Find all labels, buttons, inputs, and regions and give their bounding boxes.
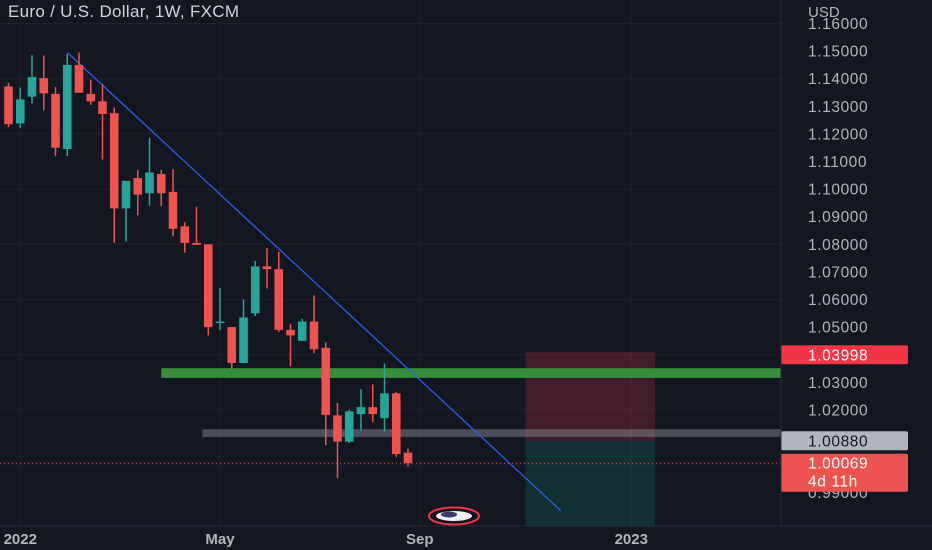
- candle-body: [192, 242, 201, 245]
- candle-body: [27, 77, 37, 97]
- candle-body: [62, 64, 72, 150]
- countdown-text: 4d 11h: [808, 474, 858, 491]
- time-tick: May: [205, 531, 235, 548]
- candle-body: [156, 173, 166, 194]
- candle-body: [368, 407, 378, 415]
- price-tick: 1.16000: [808, 16, 868, 33]
- candle-body: [39, 78, 49, 94]
- candle-body: [4, 86, 13, 125]
- candle-body: [227, 327, 237, 363]
- candle-body: [203, 244, 213, 328]
- chart-title: Euro / U.S. Dollar, 1W, FXCM: [8, 2, 240, 21]
- candle-body: [145, 172, 154, 194]
- candle-body: [309, 321, 319, 350]
- candle-body: [250, 266, 260, 314]
- drawings-layer: [66, 52, 781, 535]
- overlay-layer: [0, 462, 781, 526]
- price-tick: 1.02000: [808, 402, 868, 419]
- candle-body: [391, 393, 401, 455]
- us-flag-canton: [441, 511, 457, 518]
- candle-body: [168, 191, 178, 229]
- trendline: [66, 52, 562, 512]
- price-tick: 1.10000: [808, 182, 868, 199]
- price-tick: 1.05000: [808, 320, 868, 337]
- price-label-text: 1.00069: [808, 456, 868, 473]
- price-tick: 1.08000: [808, 237, 868, 254]
- candle-body: [98, 101, 107, 115]
- candle-body: [297, 321, 307, 341]
- stop-loss-zone: [525, 351, 655, 441]
- candle-body: [51, 93, 60, 148]
- candle-body: [180, 226, 190, 243]
- price-label-bg: [781, 431, 908, 451]
- price-tick: 1.06000: [808, 292, 868, 309]
- candle-body: [15, 99, 25, 124]
- candle-body: [286, 329, 295, 336]
- price-tick: 1.15000: [808, 44, 868, 61]
- price-tick: 1.03000: [808, 375, 868, 392]
- price-label-text: 1.00880: [808, 433, 868, 450]
- time-tick: 2022: [4, 531, 37, 548]
- price-label: 1.03998: [781, 345, 908, 365]
- candle-body: [86, 93, 96, 102]
- price-label: 1.00880: [781, 431, 908, 451]
- price-tick: 1.07000: [808, 264, 868, 281]
- candle-body: [356, 407, 366, 415]
- candle-body: [321, 347, 331, 415]
- support-zone: [161, 368, 781, 378]
- candle-body: [109, 113, 119, 209]
- candle-body: [274, 269, 284, 330]
- price-label-bg: [781, 345, 908, 365]
- grid-lines: [0, 0, 781, 526]
- time-tick: 2023: [615, 531, 648, 548]
- candle-body: [133, 178, 143, 195]
- price-label-bg: [781, 453, 908, 492]
- candle-body: [121, 180, 131, 209]
- candle-body: [239, 317, 248, 363]
- price-tick: 1.12000: [808, 126, 868, 143]
- us-flag-icon: [428, 506, 480, 526]
- price-tick: 1.09000: [808, 209, 868, 226]
- entry-line: [202, 429, 781, 437]
- candle-body: [262, 266, 272, 270]
- price-label-text: 1.03998: [808, 347, 868, 364]
- time-axis-bg: [0, 526, 932, 550]
- candle-body: [403, 452, 413, 464]
- time-tick: Sep: [406, 531, 434, 548]
- candle-body: [344, 411, 354, 442]
- candle-body: [215, 321, 225, 324]
- price-tick: 1.14000: [808, 71, 868, 88]
- take-profit-zone: [525, 440, 655, 535]
- price-tick: 1.11000: [808, 154, 867, 171]
- candle-body: [74, 64, 84, 93]
- price-tick: 1.13000: [808, 99, 868, 116]
- candle-body: [380, 393, 389, 419]
- candles-layer: [4, 52, 413, 479]
- currency-label: USD: [808, 4, 840, 21]
- candle-body: [333, 415, 342, 442]
